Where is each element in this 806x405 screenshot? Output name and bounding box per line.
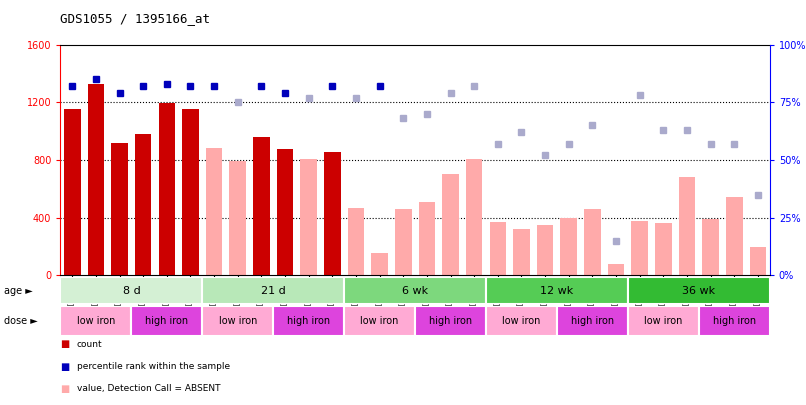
- Text: value, Detection Call = ABSENT: value, Detection Call = ABSENT: [77, 384, 220, 393]
- Bar: [182, 109, 199, 275]
- Text: 8 d: 8 d: [123, 286, 140, 296]
- Text: ■: ■: [60, 362, 69, 371]
- Text: high iron: high iron: [571, 316, 614, 326]
- Bar: [64, 109, 81, 275]
- Text: low iron: low iron: [77, 316, 115, 326]
- Bar: [273, 306, 344, 336]
- Bar: [60, 277, 202, 304]
- Bar: [486, 277, 628, 304]
- Bar: [111, 143, 128, 275]
- Bar: [628, 306, 699, 336]
- Bar: [88, 83, 104, 275]
- Text: low iron: low iron: [644, 316, 683, 326]
- Text: age ►: age ►: [4, 286, 33, 296]
- Bar: [699, 306, 770, 336]
- Bar: [301, 159, 317, 275]
- Bar: [131, 306, 202, 336]
- Bar: [513, 229, 530, 275]
- Bar: [230, 162, 246, 275]
- Bar: [631, 221, 648, 275]
- Bar: [557, 306, 628, 336]
- Bar: [486, 306, 557, 336]
- Bar: [702, 219, 719, 275]
- Bar: [750, 247, 767, 275]
- Text: 21 d: 21 d: [261, 286, 285, 296]
- Text: low iron: low iron: [360, 316, 399, 326]
- Text: high iron: high iron: [145, 316, 189, 326]
- Bar: [608, 264, 625, 275]
- Text: percentile rank within the sample: percentile rank within the sample: [77, 362, 230, 371]
- Bar: [159, 103, 175, 275]
- Bar: [372, 253, 388, 275]
- Bar: [628, 277, 770, 304]
- Text: 12 wk: 12 wk: [540, 286, 574, 296]
- Bar: [253, 137, 270, 275]
- Bar: [726, 198, 742, 275]
- Bar: [415, 306, 486, 336]
- Bar: [206, 149, 222, 275]
- Text: low iron: low iron: [502, 316, 541, 326]
- Bar: [466, 158, 483, 275]
- Bar: [276, 149, 293, 275]
- Bar: [679, 177, 696, 275]
- Bar: [442, 175, 459, 275]
- Bar: [584, 209, 600, 275]
- Bar: [344, 306, 415, 336]
- Bar: [395, 209, 412, 275]
- Text: ■: ■: [60, 339, 69, 349]
- Bar: [347, 208, 364, 275]
- Bar: [202, 306, 273, 336]
- Text: count: count: [77, 340, 102, 349]
- Bar: [418, 202, 435, 275]
- Text: ■: ■: [60, 384, 69, 394]
- Bar: [135, 134, 152, 275]
- Bar: [324, 152, 341, 275]
- Text: low iron: low iron: [218, 316, 257, 326]
- Bar: [655, 224, 671, 275]
- Text: high iron: high iron: [287, 316, 330, 326]
- Bar: [560, 218, 577, 275]
- Bar: [60, 306, 131, 336]
- Bar: [537, 225, 554, 275]
- Text: GDS1055 / 1395166_at: GDS1055 / 1395166_at: [60, 12, 210, 25]
- Text: 6 wk: 6 wk: [402, 286, 428, 296]
- Bar: [202, 277, 344, 304]
- Text: dose ►: dose ►: [4, 316, 38, 326]
- Bar: [489, 222, 506, 275]
- Text: 36 wk: 36 wk: [682, 286, 716, 296]
- Text: high iron: high iron: [713, 316, 756, 326]
- Bar: [344, 277, 486, 304]
- Text: high iron: high iron: [429, 316, 472, 326]
